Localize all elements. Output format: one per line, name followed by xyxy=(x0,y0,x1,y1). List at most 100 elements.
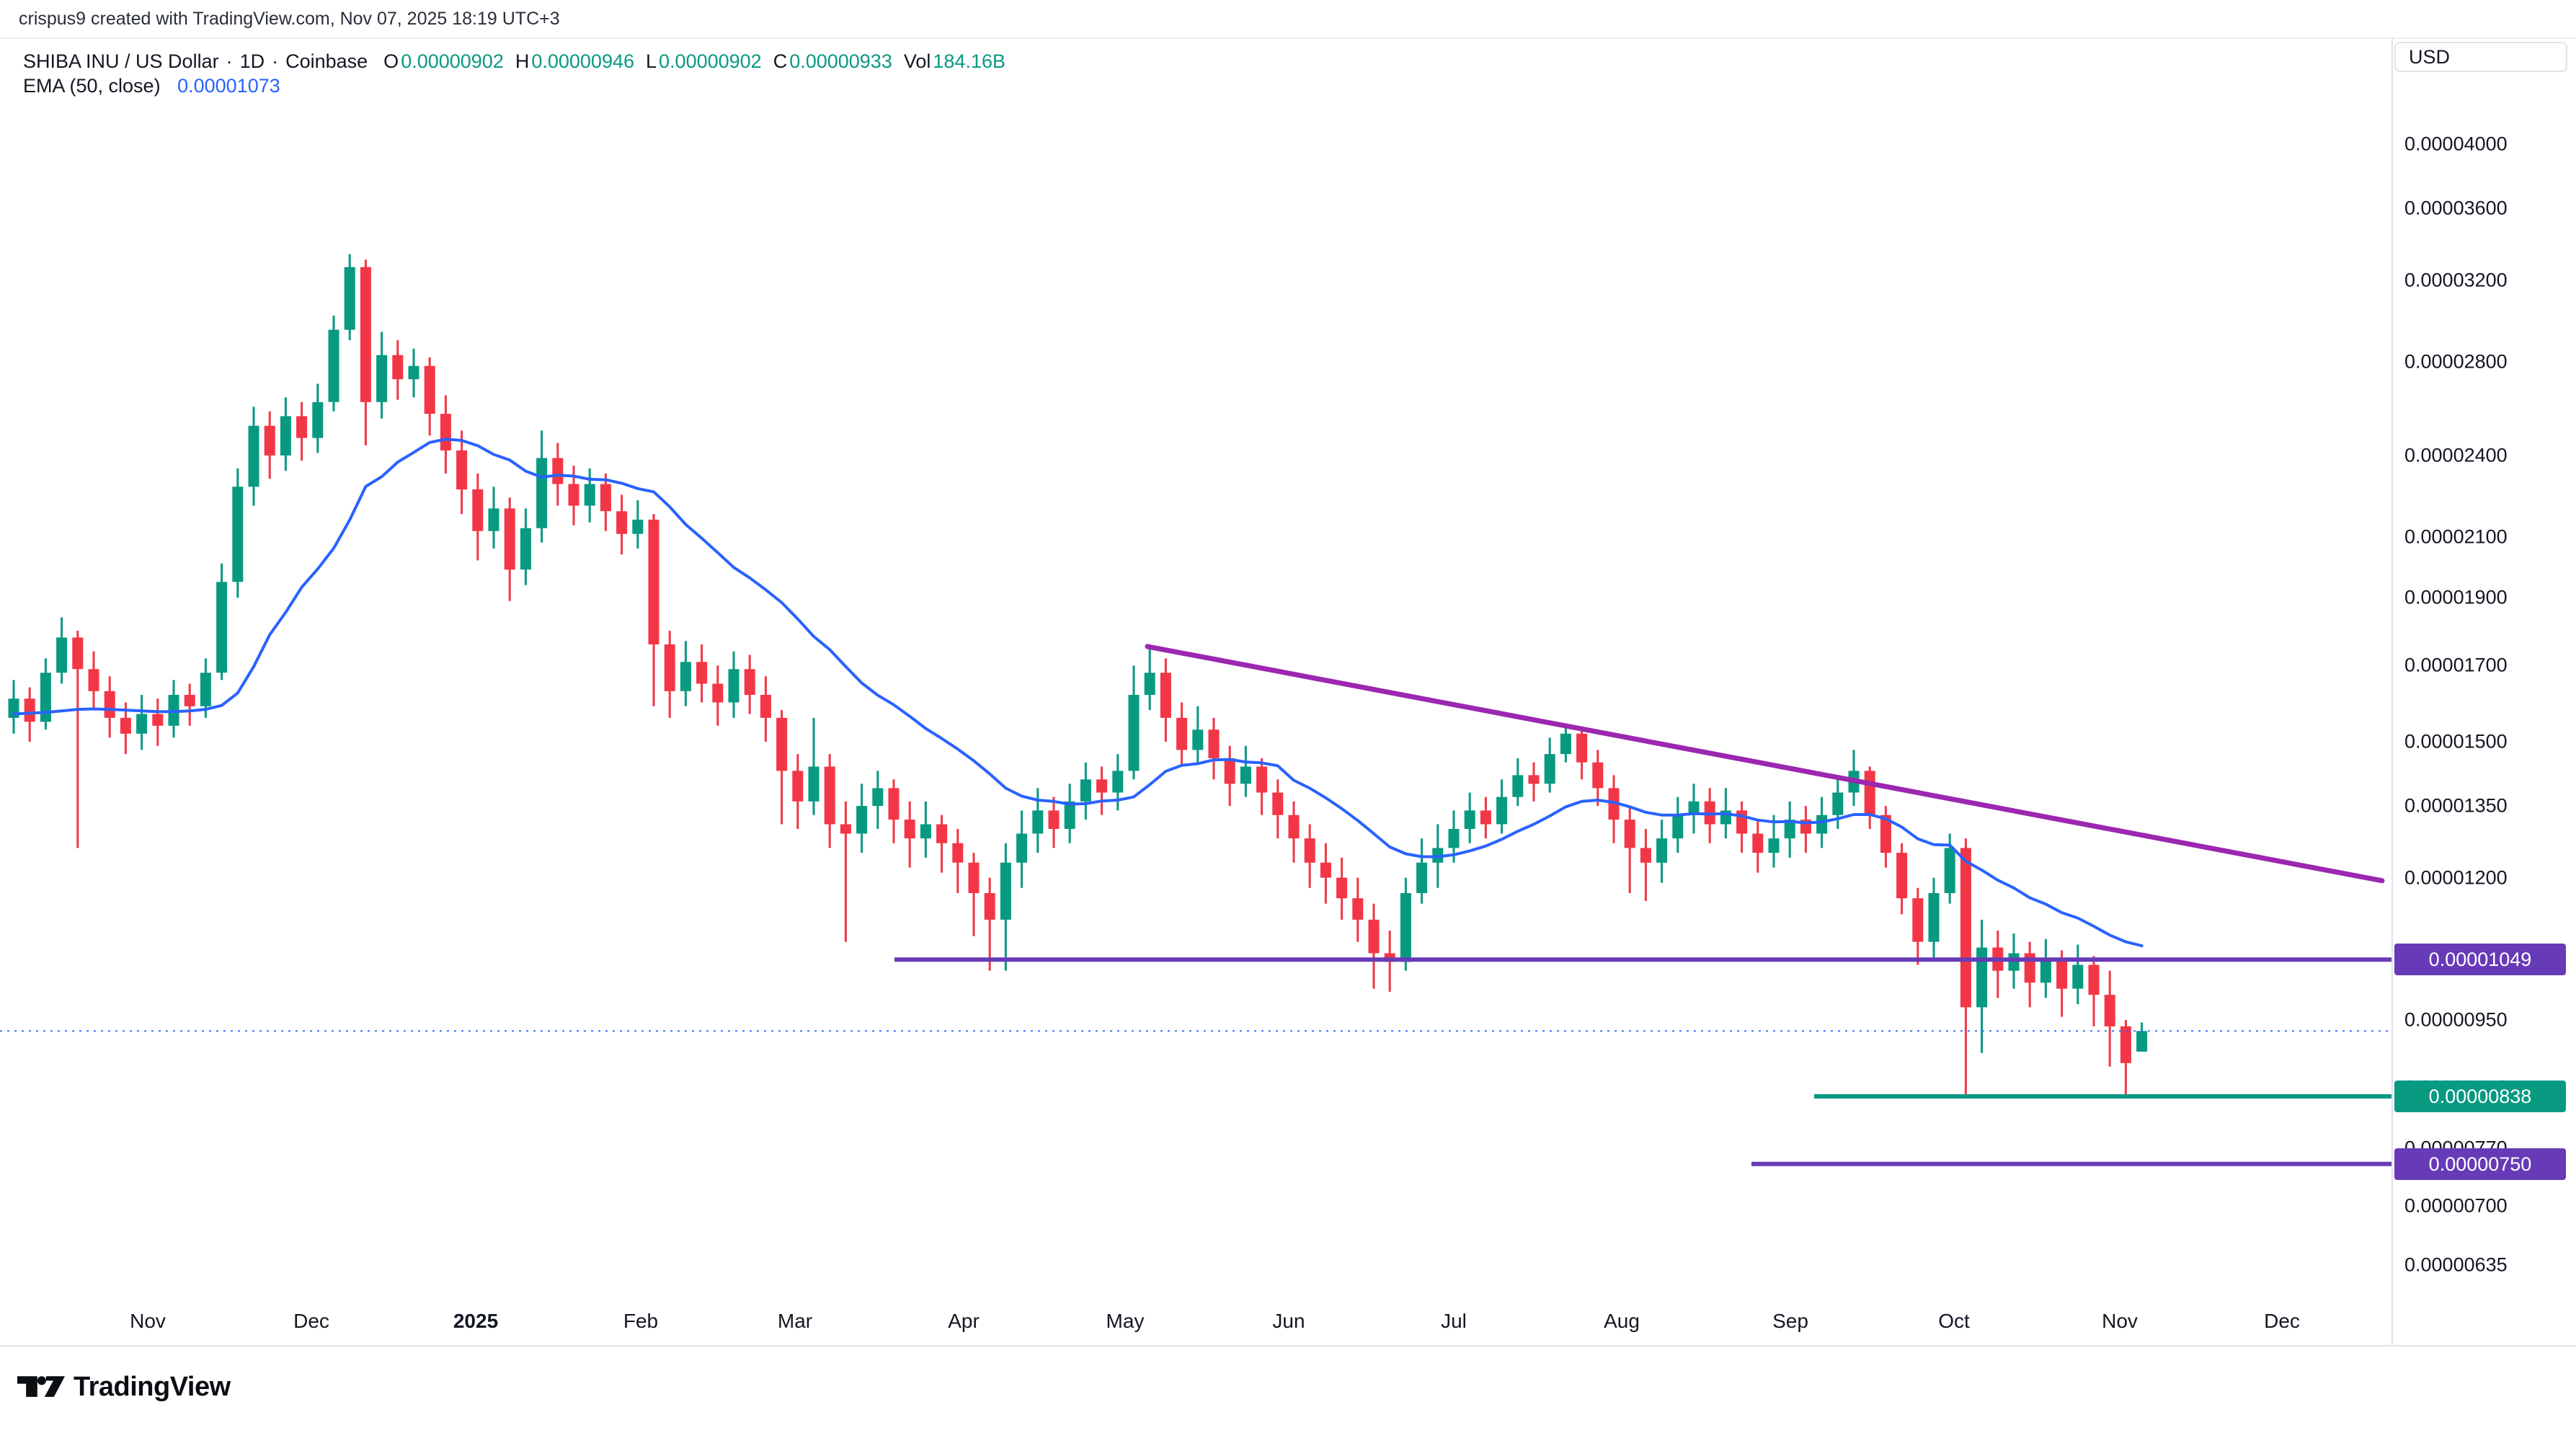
candle-body xyxy=(568,484,579,506)
price-axis-label: 0.00000950 xyxy=(2404,1008,2508,1031)
candle-body xyxy=(952,843,964,863)
candle-body xyxy=(584,484,595,506)
time-axis-label: Nov xyxy=(130,1310,166,1332)
price-axis[interactable]: USD 0.00004000 0.00003600 0.00003200 0.0000… xyxy=(2393,37,2576,1345)
candle-body xyxy=(120,717,131,734)
candle-body xyxy=(1128,695,1140,771)
currency-button[interactable]: USD xyxy=(2394,42,2567,72)
candle-body xyxy=(1688,801,1700,815)
candle-body xyxy=(2088,964,2100,995)
candle-body xyxy=(1480,810,1491,825)
candle-body xyxy=(1624,820,1635,848)
candle-body xyxy=(2072,964,2084,989)
candle-body xyxy=(152,714,164,726)
price-line-badge: 0.00000750 xyxy=(2394,1148,2566,1180)
candle-body xyxy=(424,365,435,414)
legend-value: 0.00000902 xyxy=(401,50,504,72)
candle-body xyxy=(1736,810,1748,834)
axis-border xyxy=(2391,37,2393,1345)
candle-body xyxy=(488,508,499,531)
candle-body xyxy=(40,673,51,722)
candle-body xyxy=(216,582,228,673)
time-axis-label: Nov xyxy=(2102,1310,2138,1332)
price-axis-label: 0.00000635 xyxy=(2404,1254,2508,1276)
candle-body xyxy=(616,511,628,534)
candle-body xyxy=(856,806,868,834)
candle-body xyxy=(1096,779,1108,793)
candle-body xyxy=(744,669,755,695)
legend-key: Vol xyxy=(903,50,931,72)
candle-body xyxy=(200,673,211,706)
ema-value: 0.00001073 xyxy=(177,75,280,97)
candle-body xyxy=(1192,729,1204,750)
candle-body xyxy=(440,414,451,451)
candle-body xyxy=(392,355,404,380)
time-axis-label: Sep xyxy=(1772,1310,1808,1332)
candle-body xyxy=(904,820,915,839)
candle-body xyxy=(1208,729,1220,758)
candle-body xyxy=(248,425,259,487)
time-axis-label: Feb xyxy=(623,1310,659,1332)
candle-body xyxy=(968,862,980,893)
candle-body xyxy=(376,355,388,402)
candle-body xyxy=(936,824,948,843)
candle-body xyxy=(552,458,564,484)
time-axis[interactable]: Nov Dec 2025 Feb Mar Apr May Jun Jul Aug Sep Oct Nov… xyxy=(0,1297,2391,1345)
candle-body xyxy=(1592,762,1604,789)
candle-body xyxy=(1304,838,1315,863)
candle-body xyxy=(600,484,611,512)
price-line-badge: 0.00000838 xyxy=(2394,1081,2566,1112)
price-axis-label: 0.00001200 xyxy=(2404,866,2508,889)
candle-body xyxy=(792,771,804,802)
tradingview-logo[interactable]: TradingView xyxy=(17,1370,231,1404)
candle-body xyxy=(1288,815,1300,839)
legend-value: 0.00000946 xyxy=(531,50,634,72)
tradingview-logo-text: TradingView xyxy=(74,1371,231,1402)
price-line-badge: 0.00001049 xyxy=(2394,944,2566,976)
price-axis-label: 0.00001350 xyxy=(2404,794,2508,817)
candle-body xyxy=(1640,848,1651,863)
time-axis-label: 2025 xyxy=(453,1310,499,1332)
time-axis-label: Apr xyxy=(948,1310,980,1332)
time-axis-label: Dec xyxy=(2264,1310,2300,1332)
candle-body xyxy=(1224,758,1235,784)
candle-body xyxy=(728,669,740,703)
candle-body xyxy=(232,487,244,582)
candle-body xyxy=(2104,995,2115,1026)
candle-body xyxy=(1112,771,1124,793)
price-axis-label: 0.00002800 xyxy=(2404,350,2508,373)
time-axis-label: May xyxy=(1106,1310,1145,1332)
price-axis-label: 0.00001900 xyxy=(2404,586,2508,608)
ema-line xyxy=(12,438,2144,948)
candle-body xyxy=(1944,848,1955,893)
candle-body xyxy=(1544,754,1555,784)
candle-body xyxy=(1832,792,1844,815)
candle-body xyxy=(1176,717,1188,750)
candles-layer xyxy=(8,254,2148,1098)
pane-top-border xyxy=(0,37,2576,39)
candle-body xyxy=(408,365,419,380)
candle-body xyxy=(1416,862,1428,893)
candle-body xyxy=(1032,810,1044,834)
candle-body xyxy=(664,644,675,691)
candle-body xyxy=(840,824,851,834)
candle-body xyxy=(1912,898,1924,942)
candle-body xyxy=(1512,775,1524,797)
price-axis-label: 0.00004000 xyxy=(2404,133,2508,155)
time-axis-label: Mar xyxy=(777,1310,813,1332)
time-axis-label: Jun xyxy=(1272,1310,1305,1332)
ema-indicator-row[interactable]: EMA (50, close) 0.00001073 xyxy=(23,74,1005,98)
time-axis-label: Jul xyxy=(1441,1310,1467,1332)
candle-body xyxy=(1672,815,1684,839)
watermark: crispus9 created with TradingView.com, N… xyxy=(19,9,560,29)
candle-body xyxy=(360,267,371,402)
candle-body xyxy=(1368,919,1380,954)
price-axis-label: 0.00002100 xyxy=(2404,525,2508,548)
exchange-label: Coinbase xyxy=(285,50,368,72)
candle-body xyxy=(680,662,691,691)
chart-pane[interactable] xyxy=(0,0,2391,1345)
candle-body xyxy=(1880,815,1891,853)
candle-body xyxy=(1160,673,1171,718)
candle-body xyxy=(712,683,724,703)
symbol-row[interactable]: SHIBA INU / US Dollar · 1D · Coinbase O 0.0000… xyxy=(23,49,1005,74)
